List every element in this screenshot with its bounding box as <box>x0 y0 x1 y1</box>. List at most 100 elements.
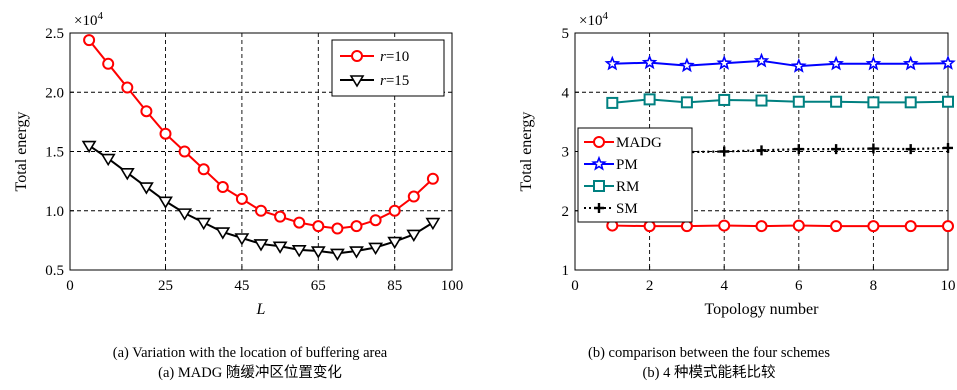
data-point <box>868 143 879 154</box>
data-point <box>755 94 768 107</box>
x-tick-label: 0 <box>571 278 579 294</box>
data-point <box>792 95 805 108</box>
y-multiplier: ×104 <box>74 10 103 29</box>
data-point <box>604 55 621 71</box>
data-point <box>216 181 229 194</box>
data-point <box>902 55 919 71</box>
data-point <box>158 196 173 209</box>
y-tick-label: 2.0 <box>45 85 64 101</box>
data-point <box>368 242 384 256</box>
data-point <box>942 95 954 108</box>
data-point <box>312 220 325 233</box>
data-point <box>159 127 172 140</box>
x-tick-label: 85 <box>387 278 402 294</box>
legend-marker <box>594 203 604 213</box>
data-point <box>177 208 193 221</box>
series-line <box>88 144 434 255</box>
y-tick-label: 2.5 <box>45 26 64 42</box>
data-point <box>350 220 363 233</box>
legend-marker <box>593 180 605 192</box>
data-point <box>196 217 212 231</box>
data-point <box>140 105 153 118</box>
caption-right-chinese: (b) 4 种模式能耗比较 <box>642 365 776 381</box>
data-point <box>255 204 267 217</box>
data-point <box>81 140 97 154</box>
y-tick-label: 2 <box>562 204 570 220</box>
data-point <box>680 96 693 109</box>
data-point <box>197 163 210 176</box>
data-point <box>641 54 658 70</box>
x-axis-label: L <box>256 301 266 318</box>
y-tick-label: 1 <box>562 263 570 279</box>
data-point <box>606 96 619 109</box>
legend-marker <box>351 50 363 62</box>
caption-right: (b) comparison between the four schemes … <box>489 343 929 383</box>
legend-label: PM <box>616 157 638 173</box>
data-point <box>274 210 287 223</box>
chart-left: 0 25 45 65 85 100 0.5 1.0 1.5 2.0 2.5 ×104 L Total en… <box>13 10 463 318</box>
series-pm <box>604 52 956 73</box>
data-point <box>388 204 401 217</box>
data-point <box>272 241 288 254</box>
x-tick-label: 45 <box>234 278 249 294</box>
series-madg <box>606 219 954 233</box>
x-tick-label: 6 <box>795 278 803 294</box>
data-point <box>905 144 916 155</box>
data-point <box>679 57 695 73</box>
data-point <box>291 245 307 258</box>
data-point <box>121 81 134 94</box>
data-point <box>942 220 954 233</box>
data-point <box>138 182 154 195</box>
x-axis-label: Topology number <box>705 301 820 318</box>
data-point <box>718 219 731 232</box>
legend-marker <box>349 75 365 88</box>
series-line <box>612 224 948 228</box>
data-point <box>831 144 842 155</box>
y-tick-label: 1.0 <box>45 204 64 220</box>
data-point <box>755 220 768 233</box>
y-axis-label: Total energy <box>518 112 535 192</box>
legend-label: RM <box>616 179 639 195</box>
x-tick-label: 25 <box>158 278 173 294</box>
data-point <box>756 145 767 156</box>
data-point <box>793 144 804 155</box>
data-point <box>425 217 441 231</box>
legend: MADG PM RM SM <box>577 127 693 223</box>
caption-left: (a) Variation with the location of buffe… <box>30 343 470 383</box>
data-point <box>387 236 403 250</box>
data-point <box>83 34 96 47</box>
data-point <box>865 55 882 71</box>
series-r-15 <box>81 140 441 261</box>
data-point <box>369 214 382 227</box>
data-point <box>904 96 917 109</box>
legend-label: SM <box>616 201 638 217</box>
data-point <box>643 220 656 233</box>
y-multiplier: ×104 <box>579 10 608 29</box>
legend-label: r=15 <box>380 73 409 89</box>
data-point <box>643 93 656 106</box>
x-tick-label: 10 <box>941 278 956 294</box>
data-point <box>718 93 731 106</box>
y-tick-label: 3 <box>562 145 570 161</box>
legend-label: MADG <box>616 135 662 151</box>
y-tick-label: 1.5 <box>45 145 64 161</box>
caption-left-english: (a) Variation with the location of buffe… <box>112 345 388 361</box>
x-tick-label: 2 <box>646 278 654 294</box>
legend-label: r=10 <box>380 49 409 65</box>
legend-marker <box>591 155 607 171</box>
x-tick-label: 0 <box>66 278 74 294</box>
data-point <box>790 57 807 73</box>
data-point <box>943 142 953 153</box>
data-point <box>940 55 956 70</box>
data-point <box>215 227 231 240</box>
series-line <box>612 59 949 68</box>
data-point <box>828 55 844 71</box>
series-rm <box>606 93 954 109</box>
data-point <box>234 233 250 246</box>
data-point <box>426 172 439 185</box>
data-point <box>310 246 326 259</box>
data-point <box>349 246 364 259</box>
data-point <box>119 168 135 181</box>
data-point <box>406 229 422 243</box>
